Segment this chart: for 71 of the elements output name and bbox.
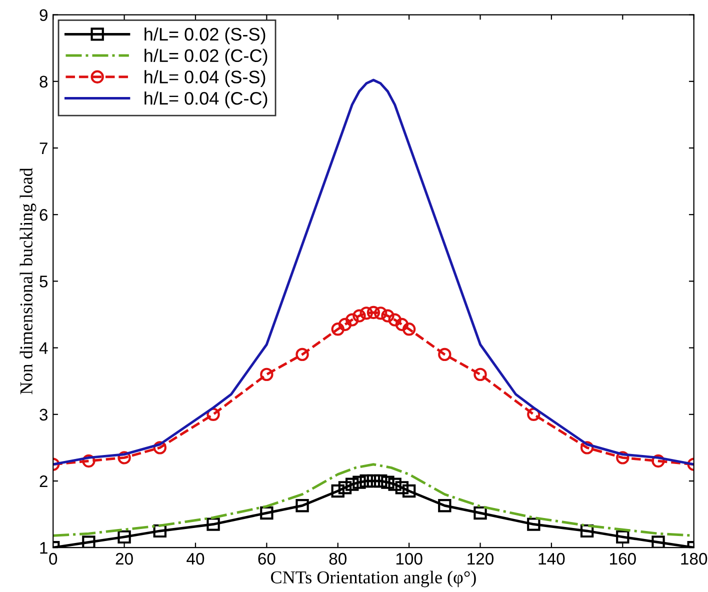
legend-label: h/L= 0.04 (S-S) — [144, 70, 266, 87]
point — [381, 476, 394, 489]
point — [366, 474, 380, 488]
point — [395, 318, 409, 332]
point — [82, 536, 96, 548]
y-axis-title: Non dimensional buckling load — [20, 168, 36, 394]
point — [366, 306, 380, 320]
point — [338, 318, 352, 332]
point — [438, 348, 452, 362]
x-axis-title: CNTs Orientation angle (φ°) — [271, 570, 476, 588]
legend-label: h/L= 0.02 (S-S) — [144, 27, 266, 44]
point — [153, 524, 166, 538]
point — [331, 484, 344, 498]
point — [402, 484, 416, 498]
point — [474, 368, 487, 382]
point — [580, 441, 594, 454]
point — [346, 478, 359, 491]
y-tick-label: 5 — [40, 276, 48, 288]
y-tick-label: 3 — [40, 408, 48, 421]
x-tick-label: 120 — [468, 552, 494, 565]
point — [118, 530, 131, 544]
point — [118, 451, 131, 464]
point — [352, 476, 366, 489]
legend-label: h/L= 0.04 (C-C) — [144, 91, 268, 108]
point — [82, 454, 96, 468]
point — [153, 441, 166, 454]
point — [374, 306, 388, 320]
point — [206, 408, 220, 421]
point — [296, 348, 309, 362]
x-tick-label: 0 — [49, 552, 58, 565]
y-tick-label: 7 — [40, 142, 48, 154]
point — [338, 481, 352, 494]
point — [438, 499, 452, 512]
point — [331, 322, 344, 336]
point — [395, 481, 409, 494]
point — [474, 506, 487, 520]
point — [374, 474, 388, 488]
point — [206, 518, 220, 531]
point — [580, 524, 594, 538]
y-tick-label: 4 — [39, 342, 48, 354]
point — [527, 518, 540, 531]
x-tick-label: 40 — [186, 552, 204, 565]
y-tick-label: 1 — [40, 542, 48, 554]
point — [652, 454, 665, 468]
x-tick-label: 80 — [329, 552, 346, 565]
y-tick-label: 2 — [40, 475, 48, 488]
x-tick-label: 20 — [116, 552, 133, 565]
point — [260, 506, 274, 520]
x-tick-label: 100 — [396, 552, 422, 565]
y-tick-label: 6 — [40, 209, 48, 221]
y-tick-label: 8 — [40, 76, 48, 88]
point — [296, 499, 309, 512]
x-tick-label: 60 — [258, 552, 276, 565]
point — [346, 313, 359, 326]
point — [360, 474, 373, 488]
x-tick-label: 140 — [538, 552, 565, 565]
point — [527, 408, 540, 421]
x-tick-label: 180 — [681, 552, 708, 565]
point — [381, 309, 394, 322]
point — [260, 368, 274, 382]
point — [352, 309, 366, 322]
point — [360, 306, 373, 320]
point — [652, 536, 665, 548]
point — [388, 313, 402, 326]
point — [616, 530, 630, 544]
y-tick-label: 9 — [40, 9, 48, 22]
point — [616, 451, 630, 464]
point — [402, 322, 416, 336]
x-tick-label: 160 — [610, 552, 636, 565]
point — [388, 478, 402, 491]
legend-label: h/L= 0.02 (C-C) — [144, 48, 268, 66]
